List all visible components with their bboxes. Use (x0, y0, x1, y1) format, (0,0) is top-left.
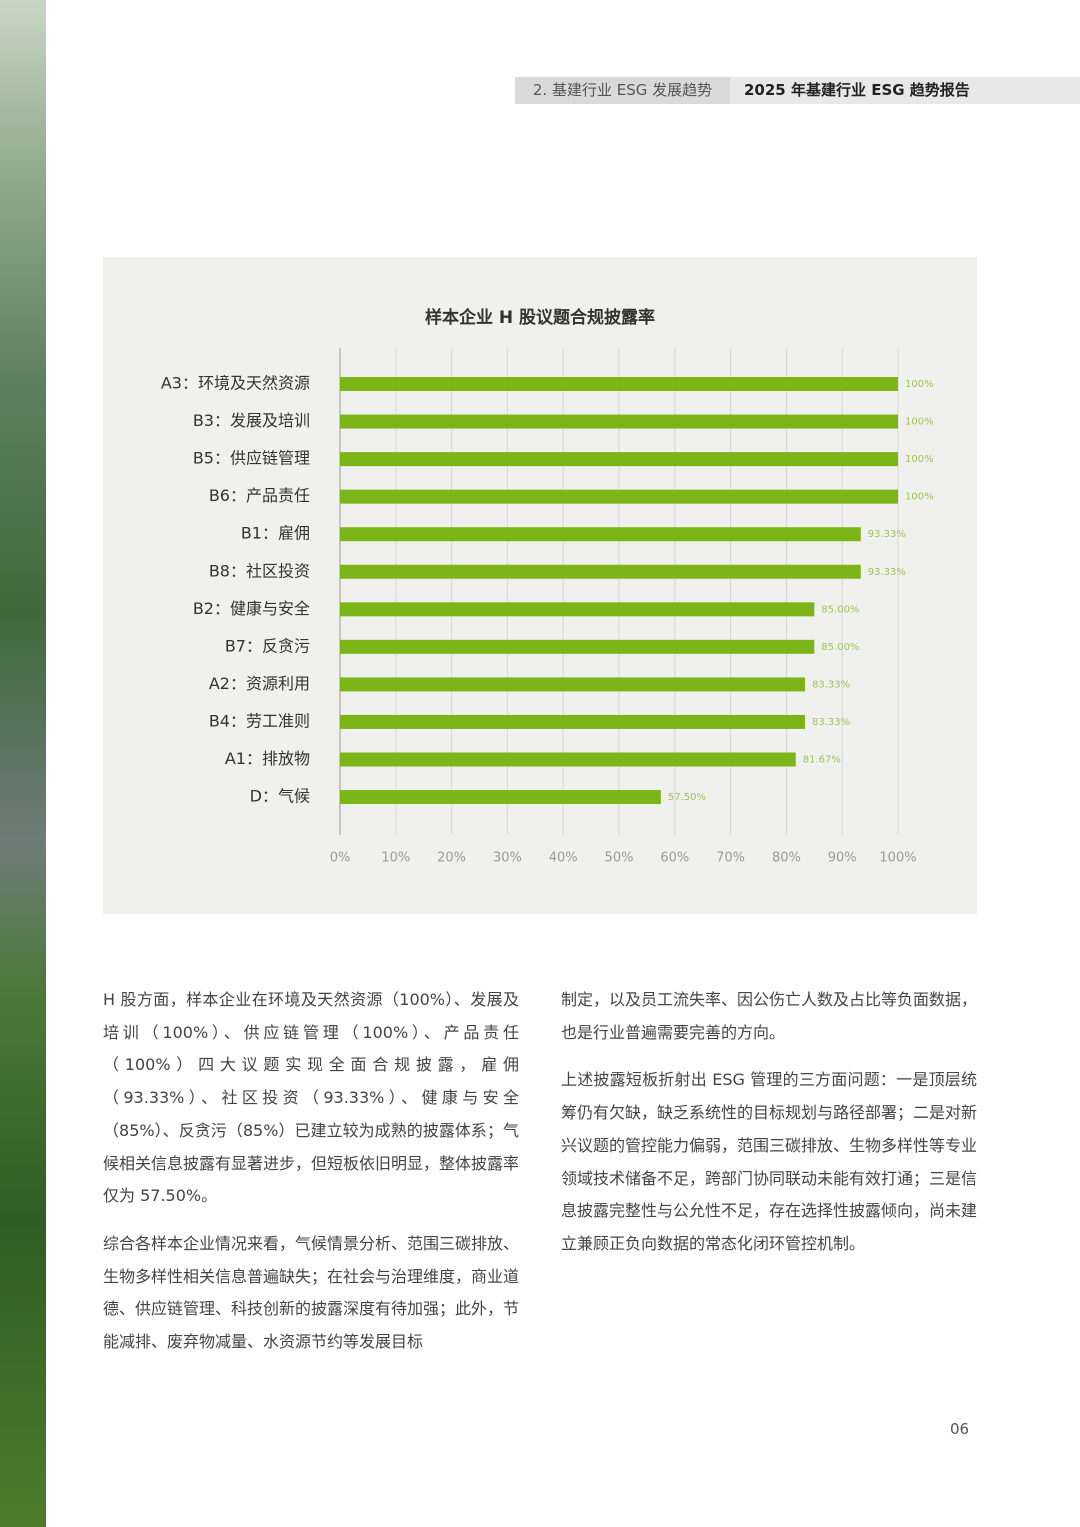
x-tick-label: 30% (493, 851, 522, 866)
bar (340, 714, 805, 729)
value-label: 93.33% (868, 567, 906, 578)
x-tick-label: 10% (381, 851, 410, 866)
bar (340, 752, 796, 767)
bar (340, 527, 861, 542)
landscape-strip (0, 0, 46, 1527)
page-number: 06 (950, 1420, 970, 1438)
chart-title: 样本企业 H 股议题合规披露率 (425, 307, 655, 328)
value-label: 100% (905, 379, 934, 390)
x-tick-label: 60% (660, 851, 689, 866)
bar (340, 452, 898, 467)
x-tick-label: 40% (549, 851, 578, 866)
paragraph: 综合各样本企业情况来看，气候情景分析、范围三碳排放、生物多样性相关信息普遍缺失；… (103, 1233, 520, 1352)
value-label: 100% (905, 417, 934, 428)
value-label: 100% (905, 454, 934, 465)
x-tick-label: 0% (330, 851, 351, 866)
x-tick-label: 70% (716, 851, 745, 866)
y-tick-label: A1：排放物 (225, 749, 310, 768)
y-tick-label: B4：劳工准则 (209, 711, 310, 730)
value-label: 85.00% (821, 642, 859, 653)
bar (340, 677, 805, 692)
bar (340, 414, 898, 429)
x-tick-label: 100% (879, 851, 916, 866)
y-tick-label: B6：产品责任 (209, 486, 310, 505)
bar (340, 564, 861, 579)
left-column: H 股方面，样本企业在环境及天然资源（100%）、发展及培训（100%）、供应链… (103, 984, 519, 1374)
bar (340, 602, 815, 617)
section-header: 2. 基建行业 ESG 发展趋势 (515, 77, 730, 104)
y-tick-label: B8：社区投资 (209, 561, 310, 580)
bar (340, 377, 898, 391)
value-label: 93.33% (868, 529, 906, 540)
y-tick-label: B5：供应链管理 (193, 449, 310, 468)
bar (340, 790, 661, 805)
bar (340, 489, 898, 504)
chart-panel (103, 257, 977, 914)
value-label: 83.33% (812, 717, 850, 728)
bar (340, 639, 815, 654)
value-label: 85.00% (821, 604, 859, 615)
paragraph: H 股方面，样本企业在环境及天然资源（100%）、发展及培训（100%）、供应链… (103, 990, 520, 1206)
y-tick-label: B2：健康与安全 (193, 599, 310, 618)
paragraph: 制定，以及员工流失率、因公伤亡人数及占比等负面数据，也是行业普遍需要完善的方向。 (561, 990, 978, 1042)
x-tick-label: 20% (437, 851, 466, 866)
value-label: 57.50% (668, 792, 706, 803)
chart: 样本企业 H 股议题合规披露率 0% 10% 20% 30% 40% 50% 60% 70% 8… (103, 257, 977, 914)
x-tick-label: 80% (772, 851, 801, 866)
y-tick-label: B3：发展及培训 (193, 411, 310, 430)
paragraph: 上述披露短板折射出 ESG 管理的三方面问题：一是顶层统筹仍有欠缺，缺乏系统性的… (561, 1070, 978, 1253)
y-tick-label: A3：环境及天然资源 (161, 374, 310, 393)
x-tick-label: 50% (605, 851, 634, 866)
y-tick-label: B7：反贪污 (225, 636, 310, 655)
value-label: 100% (905, 492, 934, 503)
y-tick-label: A2：资源利用 (209, 674, 310, 693)
y-tick-label: B1：雇佣 (241, 524, 310, 543)
y-tick-label: D：气候 (250, 787, 310, 806)
x-tick-label: 90% (828, 851, 857, 866)
value-label: 81.67% (803, 755, 841, 766)
value-label: 83.33% (812, 679, 850, 690)
report-header: 2025 年基建行业 ESG 趋势报告 (730, 77, 1080, 104)
right-column: 制定，以及员工流失率、因公伤亡人数及占比等负面数据，也是行业普遍需要完善的方向。… (561, 984, 977, 1276)
